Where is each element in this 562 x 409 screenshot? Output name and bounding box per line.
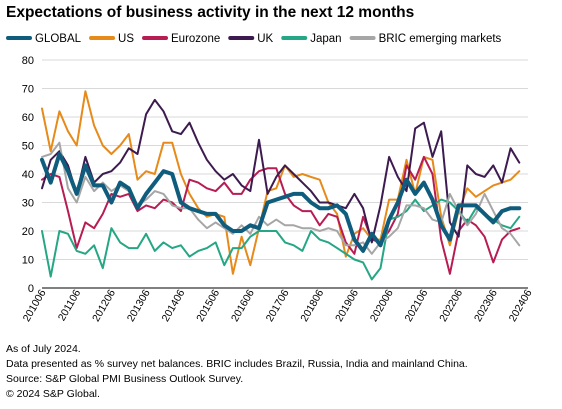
series-line-us <box>41 90 521 275</box>
y-tick-label: 0 <box>28 283 34 295</box>
x-tick-label: 202306 <box>472 287 500 323</box>
footnote-source: Source: S&P Global PMI Business Outlook … <box>6 373 244 385</box>
x-tick-label: 202106 <box>403 287 431 323</box>
x-axis: 201006 201106 201206 201306 201406 201506 2016… <box>21 287 535 323</box>
series-line-japan <box>41 198 521 281</box>
footnote-date: As of July 2024. <box>6 343 81 355</box>
y-tick-label: 20 <box>22 226 34 238</box>
gridlines <box>42 59 528 289</box>
x-tick-label: 201806 <box>298 287 326 323</box>
legend-label-global: GLOBAL <box>35 33 82 45</box>
series-lines <box>40 90 522 281</box>
x-tick-label: 201906 <box>333 287 361 323</box>
legend-label-eurozone: Eurozone <box>171 33 220 45</box>
chart-title: Expectations of business activity in the… <box>6 4 415 21</box>
y-tick-label: 70 <box>22 84 34 96</box>
x-tick-label: 201406 <box>160 287 188 323</box>
y-axis: 0 10 20 30 40 50 60 70 80 <box>22 55 34 295</box>
footnote-method: Data presented as % survey net balances.… <box>6 358 468 370</box>
series-line-global <box>40 152 522 253</box>
y-tick-label: 60 <box>22 112 34 124</box>
footnote-copyright: © 2024 S&P Global. <box>6 388 100 400</box>
x-tick-label: 201006 <box>21 287 49 323</box>
y-tick-label: 10 <box>22 255 34 267</box>
y-tick-label: 50 <box>22 141 34 153</box>
x-tick-label: 201706 <box>264 287 292 323</box>
legend-label-bric-emerging-markets: BRIC emerging markets <box>379 33 502 45</box>
y-tick-label: 30 <box>22 198 34 210</box>
legend-label-uk: UK <box>257 33 273 45</box>
series-line-uk <box>41 98 521 244</box>
x-tick-label: 202006 <box>368 287 396 323</box>
y-tick-label: 40 <box>22 169 34 181</box>
legend-label-us: US <box>118 33 134 45</box>
x-tick-label: 201506 <box>194 287 222 323</box>
series-line-eurozone <box>41 155 521 275</box>
x-tick-label: 201206 <box>90 287 118 323</box>
legend: GLOBAL US Eurozone UK Japan BRIC emerging mar… <box>6 33 502 45</box>
x-tick-label: 201106 <box>56 287 84 323</box>
x-tick-label: 201306 <box>125 287 153 323</box>
y-tick-label: 80 <box>22 55 34 67</box>
x-tick-label: 202206 <box>437 287 465 323</box>
x-tick-label: 201606 <box>229 287 257 323</box>
legend-label-japan: Japan <box>310 33 341 45</box>
x-tick-label: 202406 <box>507 287 535 323</box>
